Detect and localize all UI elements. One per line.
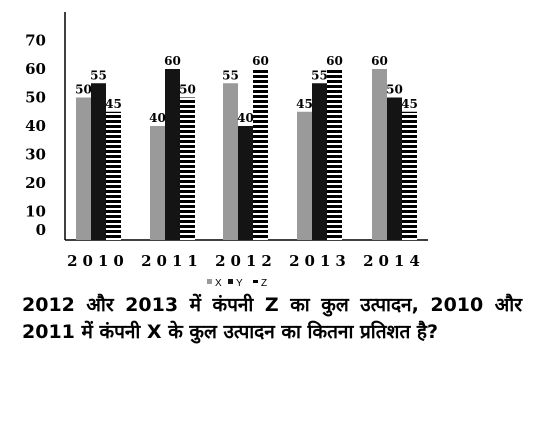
data-label-z-2010: 45 — [105, 97, 122, 111]
legend-swatch-y — [228, 279, 233, 284]
data-label-z-2011: 50 — [179, 83, 196, 97]
bar-z-2010 — [106, 111, 121, 240]
bar-x-2014 — [372, 69, 387, 240]
bar-z-2012 — [253, 69, 268, 240]
data-label-y-2010: 55 — [90, 68, 107, 82]
data-label-y-2012: 40 — [237, 111, 254, 125]
category-labels: 2010 2011 2012 2013 2014 — [67, 252, 425, 270]
y-tick-label: 70 — [25, 32, 46, 50]
y-tick-label: 30 — [25, 146, 46, 164]
data-label-x-2013: 45 — [296, 97, 313, 111]
bar-x-2010 — [76, 97, 91, 240]
bar-x-2011 — [150, 126, 165, 240]
y-tick-label: 10 — [25, 203, 46, 221]
legend-swatch-z — [253, 279, 258, 284]
legend-label-z: Z — [261, 278, 267, 289]
legend: X Y Z — [207, 278, 267, 289]
bar-x-2013 — [297, 111, 312, 240]
y-tick-label: 50 — [25, 89, 46, 107]
bar-y-2011 — [165, 69, 180, 240]
data-label-y-2011: 60 — [164, 54, 181, 68]
bar-y-2013 — [312, 83, 327, 240]
bar-z-2013 — [327, 69, 342, 240]
y-tick-label: 20 — [25, 174, 46, 192]
bar-y-2014 — [387, 97, 402, 240]
legend-label-x: X — [215, 278, 222, 289]
x-tick-label: 2010 — [67, 252, 129, 270]
x-tick-label: 2012 — [215, 252, 277, 270]
legend-swatch-x — [207, 279, 212, 284]
legend-label-y: Y — [236, 278, 243, 289]
y-tick-label: 40 — [25, 117, 46, 135]
data-label-x-2010: 50 — [75, 83, 92, 97]
x-tick-label: 2011 — [141, 252, 203, 270]
data-label-z-2014: 45 — [401, 97, 418, 111]
x-tick-label: 2013 — [289, 252, 351, 270]
data-label-x-2011: 40 — [149, 111, 166, 125]
bar-y-2010 — [91, 83, 106, 240]
data-label-y-2014: 50 — [386, 83, 403, 97]
data-label-z-2013: 60 — [326, 54, 343, 68]
y-tick-labels: 010 20 30 40 50 60 70 — [25, 32, 46, 240]
bar-z-2011 — [180, 97, 195, 240]
bar-y-2012 — [238, 126, 253, 240]
bar-marks — [76, 69, 417, 240]
data-label-x-2014: 60 — [371, 54, 388, 68]
data-label-z-2012: 60 — [252, 54, 269, 68]
bar-z-2014 — [402, 111, 417, 240]
data-label-y-2013: 55 — [311, 68, 328, 82]
data-label-x-2012: 55 — [222, 68, 239, 82]
y-tick-label: 0 — [36, 221, 46, 239]
x-tick-label: 2014 — [363, 252, 425, 270]
bar-x-2012 — [223, 83, 238, 240]
y-tick-label: 60 — [25, 60, 46, 78]
question-text: 2012 और 2013 में कंपनी Z का कुल उत्पादन,… — [22, 294, 522, 343]
